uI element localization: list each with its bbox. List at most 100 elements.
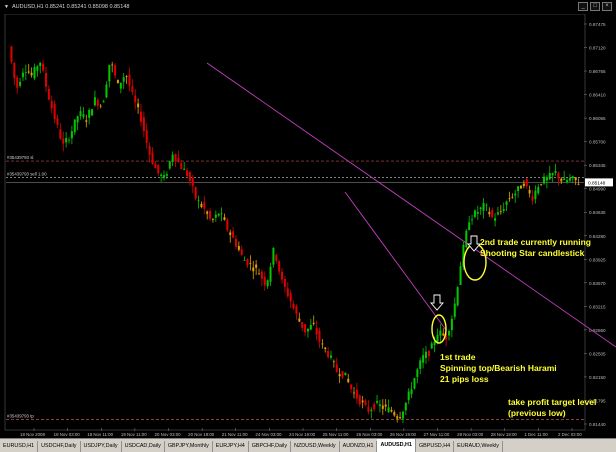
candle-body <box>13 62 16 79</box>
tab-eurusd-h1[interactable]: EURUSD,H1 <box>0 441 39 452</box>
candle-body <box>91 109 94 116</box>
candle-body <box>384 404 387 407</box>
second-trade-annotation: 2nd trade currently running Shooting Sta… <box>480 237 591 259</box>
candle-body <box>148 145 151 155</box>
candle-body <box>347 378 350 383</box>
tab-usdchf-daily[interactable]: USDCHF,Daily <box>38 441 81 452</box>
candle-body <box>442 333 445 336</box>
candle-body <box>436 334 439 344</box>
candle-body <box>44 72 47 87</box>
candle-body <box>21 72 24 78</box>
candle-body <box>548 173 551 180</box>
candle-body <box>318 330 321 342</box>
tab-eurjpy-h4[interactable]: EURJPY,H4 <box>212 441 249 452</box>
candle-body <box>65 138 68 143</box>
tab-audnzd-h1[interactable]: AUDNZD,H1 <box>339 441 378 452</box>
candle-body <box>137 103 140 108</box>
candle-body <box>188 172 191 181</box>
candle-body <box>471 219 474 221</box>
tab-euraud-weekly[interactable]: EURAUD,Weekly <box>454 441 503 452</box>
price-label: 0.86055 <box>589 116 606 121</box>
candle-body <box>180 163 183 170</box>
candle-body <box>534 190 537 200</box>
candle-body <box>341 371 344 378</box>
candle-body <box>306 328 309 332</box>
candle-body <box>577 183 580 185</box>
candle-body <box>422 355 425 363</box>
tab-audusd-h1[interactable]: AUDUSD,H1 <box>377 439 416 452</box>
candle-body <box>42 63 45 71</box>
candle-body <box>220 213 223 215</box>
candle-body <box>540 183 543 185</box>
candle-body <box>367 406 370 412</box>
candle-body <box>545 177 548 181</box>
price-label: 0.82505 <box>589 351 606 356</box>
second-trade-line-2: Shooting Star candlestick <box>480 248 585 258</box>
candle-body <box>537 186 540 194</box>
time-label: 1 Dec 11:00 <box>524 432 548 437</box>
maximize-button[interactable]: □ <box>590 2 600 11</box>
close-button[interactable]: × <box>602 2 612 11</box>
candle-body <box>56 118 59 125</box>
candle-body <box>229 232 232 235</box>
candle-body <box>301 322 304 328</box>
tab-gbpchf-daily[interactable]: GBPCHF,Daily <box>248 441 292 452</box>
candle-body <box>393 412 396 416</box>
candle-body <box>456 287 459 306</box>
candle-body <box>396 416 399 419</box>
candle-body <box>105 84 108 98</box>
time-label: 24 Nov 03:00 <box>255 432 282 437</box>
candle-body <box>390 409 393 412</box>
tab-gbpjpy-monthly[interactable]: GBPJPY,Monthly <box>164 441 213 452</box>
candle-body <box>168 161 171 169</box>
candle-body <box>33 67 36 79</box>
tab-gbpusd-h4[interactable]: GBPUSD,H4 <box>415 441 455 452</box>
candle-body <box>197 200 200 202</box>
candle-body <box>157 164 160 174</box>
time-label: 21 Nov 11:00 <box>222 432 248 437</box>
candle-body <box>315 327 318 335</box>
candle-body <box>465 230 468 248</box>
candle-body <box>151 152 154 164</box>
price-label: 0.83925 <box>589 257 606 262</box>
symbol-arrow-icon: ▼ <box>4 4 9 10</box>
time-label: 20 Nov 03:00 <box>155 432 182 437</box>
candle-body <box>289 293 292 302</box>
candle-body <box>531 196 534 201</box>
candle-body <box>361 400 364 403</box>
candle-body <box>142 117 145 132</box>
entry-level-label: #35439793 sell 1.00 <box>7 172 47 177</box>
plot-frame <box>4 13 586 431</box>
candle-body <box>62 138 65 144</box>
candle-body <box>364 400 367 405</box>
candle-body <box>427 350 430 357</box>
time-label: 18 Nov 03:00 <box>54 432 81 437</box>
candle-body <box>309 324 312 330</box>
tab-usdjpy-daily[interactable]: USDJPY,Daily <box>80 441 122 452</box>
candle-body <box>217 213 220 216</box>
candle-body <box>373 404 376 410</box>
candle-body <box>485 204 488 206</box>
minimize-button[interactable]: _ <box>578 2 588 11</box>
price-label: 0.85345 <box>589 163 606 168</box>
candle-body <box>424 351 427 359</box>
price-chart[interactable]: 0.87475 0.87120 0.86765 0.86410 0.86055 0.857… <box>0 0 616 438</box>
candle-body <box>511 196 514 198</box>
candle-body <box>350 384 353 390</box>
price-label: 0.83215 <box>589 304 606 309</box>
current-price-box <box>585 178 613 187</box>
tab-usdcad-daily[interactable]: USDCAD,Daily <box>121 441 165 452</box>
candle-body <box>292 303 295 309</box>
candle-body <box>36 66 39 71</box>
tab-nzdusd-weekly[interactable]: NZDUSD,Weekly <box>291 441 340 452</box>
candle-body <box>543 176 546 184</box>
candle-body <box>134 95 137 103</box>
candle-body <box>407 391 410 401</box>
candle-body <box>252 267 255 272</box>
candle-body <box>574 177 577 181</box>
candle-body <box>209 210 212 219</box>
time-label: 28 Nov 19:00 <box>491 432 518 437</box>
time-label: 26 Nov 03:00 <box>356 432 383 437</box>
chart-titlebar[interactable]: ▼ AUDUSD,H1 0.85241 0.85241 0.85098 0.85… <box>0 0 616 14</box>
